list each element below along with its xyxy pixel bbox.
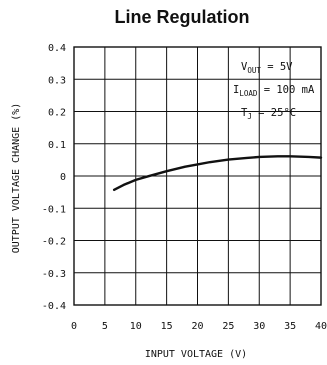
x-tick-label: 25 xyxy=(222,321,234,332)
x-tick-label: 15 xyxy=(161,321,173,332)
conditions-annotation: VOUT = 5V ILOAD = 100 mA TJ = 25°C xyxy=(233,61,315,121)
y-tick-label: 0.4 xyxy=(48,43,66,54)
y-tick-label: 0.1 xyxy=(48,140,66,151)
x-axis-label: INPUT VOLTAGE (V) xyxy=(145,349,247,360)
y-tick-label: -0.2 xyxy=(42,237,66,248)
x-tick-label: 0 xyxy=(71,321,77,332)
y-tick-label: 0 xyxy=(60,172,66,183)
y-tick-labels: 0.4 0.3 0.2 0.1 0 -0.1 -0.2 -0.3 -0.4 xyxy=(42,43,66,312)
y-tick-label: -0.3 xyxy=(42,269,66,280)
y-tick-label: 0.3 xyxy=(48,75,66,86)
vout-annotation: VOUT = 5V xyxy=(241,61,293,75)
y-axis-label: OUTPUT VOLTAGE CHANGE (%) xyxy=(11,103,22,254)
x-tick-label: 30 xyxy=(253,321,265,332)
y-tick-label: 0.2 xyxy=(48,108,66,119)
x-tick-label: 10 xyxy=(130,321,142,332)
y-tick-label: -0.1 xyxy=(42,204,66,215)
x-tick-label: 35 xyxy=(284,321,296,332)
x-tick-labels: 0 5 10 15 20 25 30 35 40 xyxy=(71,321,327,332)
chart-title: Line Regulation xyxy=(115,7,250,27)
x-tick-label: 5 xyxy=(102,321,108,332)
plot-frame xyxy=(73,46,322,306)
iload-annotation: ILOAD = 100 mA xyxy=(233,84,315,98)
tj-annotation: TJ = 25°C xyxy=(241,107,296,121)
y-tick-label: -0.4 xyxy=(42,301,66,312)
x-tick-label: 40 xyxy=(315,321,327,332)
series-line xyxy=(112,155,323,192)
x-tick-label: 20 xyxy=(191,321,203,332)
